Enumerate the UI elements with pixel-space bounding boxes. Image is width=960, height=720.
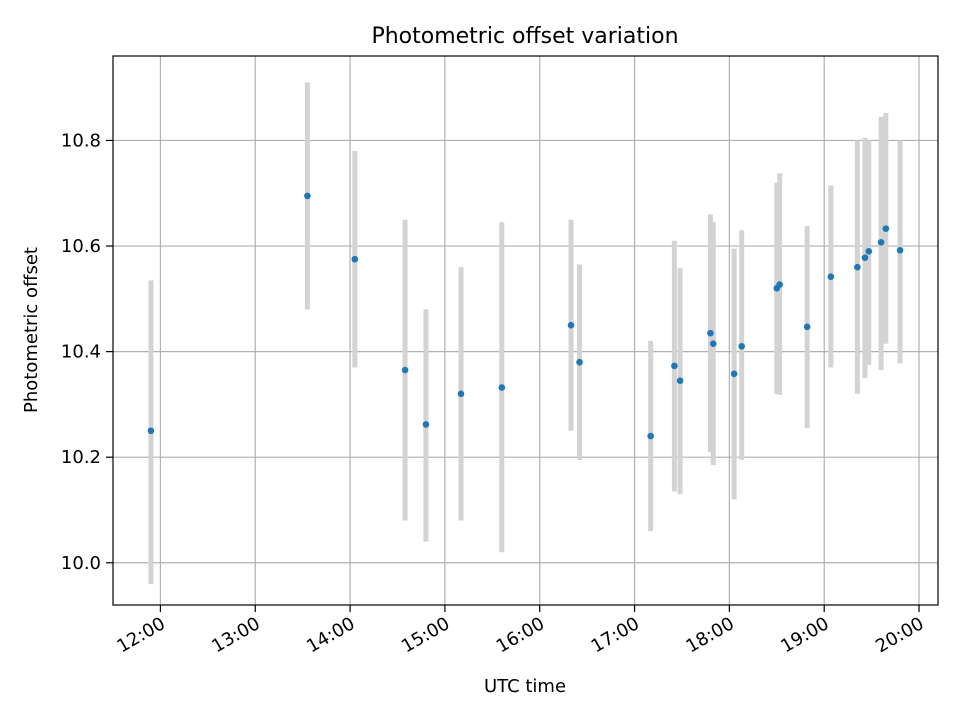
- data-point: [147, 427, 155, 435]
- data-point: [776, 281, 783, 288]
- data-point: [647, 432, 654, 440]
- chart-title: Photometric offset variation: [371, 24, 678, 49]
- grid: [113, 56, 938, 605]
- data-point: [498, 384, 506, 391]
- x-axis-title: UTC time: [484, 676, 566, 697]
- data-point: [709, 340, 717, 347]
- y-tick-label: 10.4: [61, 342, 101, 363]
- data-points: [147, 192, 904, 440]
- y-axis: 10.0 10.2 10.4 10.6 10.8: [61, 130, 113, 574]
- data-point: [676, 377, 684, 384]
- data-point: [827, 273, 835, 280]
- plot-frame: [112, 55, 939, 606]
- data-point: [738, 343, 746, 350]
- data-point: [304, 192, 311, 200]
- data-point: [567, 321, 575, 329]
- data-point: [877, 239, 885, 246]
- data-point: [854, 263, 861, 271]
- data-point: [351, 255, 359, 263]
- data-point: [803, 323, 811, 331]
- y-tick-label: 10.0: [61, 553, 101, 574]
- data-point: [861, 254, 869, 261]
- data-point: [707, 329, 714, 337]
- data-point: [576, 358, 583, 366]
- data-point: [896, 246, 904, 254]
- y-tick-label: 10.8: [61, 130, 101, 151]
- data-point: [730, 370, 738, 378]
- data-point: [401, 366, 409, 374]
- data-point: [865, 248, 873, 255]
- y-axis-title: Photometric offset: [21, 247, 42, 413]
- data-point: [457, 390, 465, 398]
- data-point: [671, 362, 678, 370]
- y-tick-label: 10.2: [61, 447, 101, 468]
- y-tick-label: 10.6: [61, 236, 101, 257]
- data-point: [422, 421, 430, 428]
- data-point: [882, 225, 890, 232]
